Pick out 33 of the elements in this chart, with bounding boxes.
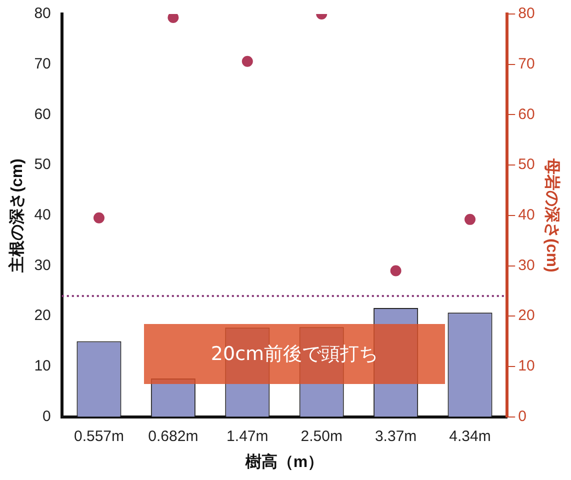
- x-tick-label: 0.682m: [148, 428, 198, 445]
- y-tick-label: 40: [34, 206, 51, 224]
- point: [93, 212, 104, 224]
- x-tick-label: 3.37m: [374, 428, 417, 445]
- x-tick-label: 1.47m: [226, 428, 268, 445]
- x-tick-label: 2.50m: [300, 428, 342, 445]
- y2-axis-title: 母岩の深さ(cm): [542, 158, 561, 272]
- y-tick-label: 80: [34, 5, 51, 22]
- y-tick-label: 60: [34, 106, 51, 123]
- y-tick-label: 30: [34, 256, 51, 274]
- y2-tick-label: 0: [518, 408, 526, 425]
- y2-tick-label: 80: [518, 5, 535, 22]
- x-axis-title: 樹高（m）: [244, 452, 324, 471]
- y2-tick-label: 40: [518, 206, 535, 224]
- y2-tick-label: 70: [518, 55, 535, 72]
- x-tick-label: 4.34m: [449, 428, 491, 445]
- point: [390, 265, 402, 276]
- point: [464, 214, 476, 225]
- y2-tick-label: 30: [518, 256, 535, 274]
- y2-tick-label: 10: [518, 358, 535, 375]
- y2-tick-label: 50: [518, 156, 535, 174]
- y-tick-label: 0: [42, 408, 51, 425]
- y2-tick-label: 60: [518, 106, 535, 123]
- label-box: 20cm前後で頭打ち: [144, 324, 445, 384]
- y-tick-label: 10: [34, 358, 51, 375]
- y-axis-title: 主根の深さ(cm): [7, 158, 26, 274]
- y-tick-label: 70: [34, 55, 51, 72]
- y2-tick-label: 20: [518, 307, 535, 324]
- y-tick-label: 50: [34, 156, 51, 174]
- x-tick-label: 0.557m: [74, 428, 124, 445]
- point: [168, 14, 179, 24]
- y-tick-label: 20: [34, 307, 51, 324]
- point: [242, 56, 253, 67]
